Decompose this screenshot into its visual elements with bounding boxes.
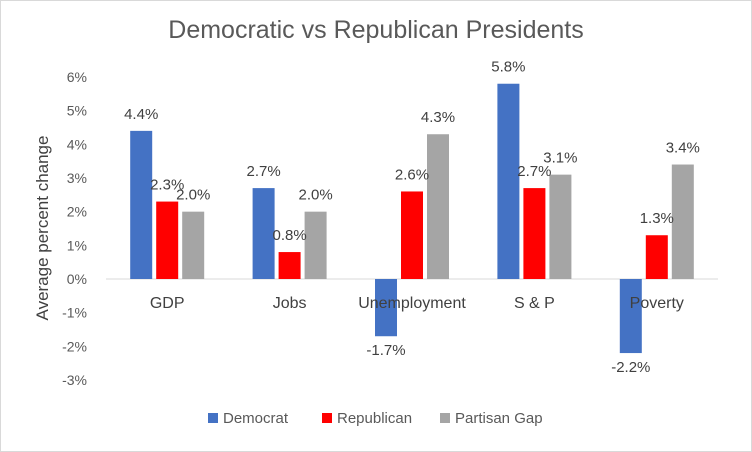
bar-democrat-unemployment: [375, 279, 397, 337]
category-label: GDP: [150, 295, 185, 312]
y-tick-label: -3%: [62, 372, 87, 388]
y-tick-label: 2%: [67, 204, 87, 220]
legend-label-partisan-gap: Partisan Gap: [455, 410, 543, 427]
legend-swatch-democrat: [208, 413, 218, 423]
legend-label-republican: Republican: [337, 410, 412, 427]
y-tick-label: 6%: [67, 69, 87, 85]
data-label: 2.0%: [176, 187, 210, 204]
data-label: 5.8%: [491, 59, 525, 76]
bar-republican-poverty: [645, 235, 668, 279]
bar-partisan-gap-jobs: [304, 211, 327, 279]
data-label: 2.7%: [517, 163, 551, 180]
y-tick-label: 0%: [67, 271, 87, 287]
bars-group: [130, 83, 694, 354]
legend-label-democrat: Democrat: [223, 410, 289, 427]
data-label: -1.7%: [366, 342, 405, 359]
legend: Democrat Republican Partisan Gap: [208, 410, 543, 427]
data-label: 4.3%: [421, 109, 455, 126]
y-tick-label: 1%: [67, 237, 87, 253]
data-label: 0.8%: [272, 227, 306, 244]
bar-partisan-gap-gdp: [182, 211, 205, 279]
bar-republican-s-p: [523, 188, 546, 279]
bar-partisan-gap-s-p: [549, 174, 572, 279]
bar-republican-gdp: [156, 201, 179, 279]
category-label: S & P: [514, 295, 555, 312]
data-label: 2.0%: [298, 187, 332, 204]
category-label: Poverty: [630, 295, 684, 312]
bar-democrat-gdp: [130, 130, 153, 279]
y-tick-label: 4%: [67, 136, 87, 152]
y-tick-label: 5%: [67, 103, 87, 119]
data-labels-group: 4.4%2.3%2.0%2.7%0.8%2.0%-1.7%2.6%4.3%5.8…: [124, 59, 700, 376]
y-axis-ticks: -3% -2% -1% 0% 1% 2% 3% 4% 5% 6%: [62, 69, 87, 388]
chart-title: Democratic vs Republican Presidents: [168, 16, 584, 44]
data-label: 2.3%: [150, 177, 184, 194]
category-labels-group: GDP Jobs Unemployment S & P Poverty: [150, 295, 684, 312]
y-tick-label: -2%: [62, 338, 87, 354]
data-label: 3.4%: [666, 140, 700, 157]
bar-partisan-gap-unemployment: [427, 134, 449, 279]
legend-swatch-partisan-gap: [440, 413, 450, 423]
data-label: 4.4%: [124, 106, 158, 123]
y-axis-label: Average percent change: [33, 136, 52, 321]
bar-partisan-gap-poverty: [671, 164, 694, 279]
bar-democrat-s-p: [497, 83, 520, 279]
legend-swatch-republican: [322, 413, 332, 423]
bar-republican-unemployment: [401, 191, 423, 279]
category-label: Unemployment: [358, 295, 466, 312]
bar-democrat-poverty: [619, 279, 642, 354]
data-label: 3.1%: [543, 150, 577, 167]
data-label: 2.6%: [395, 166, 429, 183]
y-tick-label: 3%: [67, 170, 87, 186]
category-label: Jobs: [273, 295, 307, 312]
data-label: 2.7%: [246, 163, 280, 180]
bar-republican-jobs: [278, 252, 301, 279]
bar-democrat-jobs: [252, 188, 275, 279]
data-label: 1.3%: [640, 210, 674, 227]
y-tick-label: -1%: [62, 305, 87, 321]
data-label: -2.2%: [611, 359, 650, 376]
